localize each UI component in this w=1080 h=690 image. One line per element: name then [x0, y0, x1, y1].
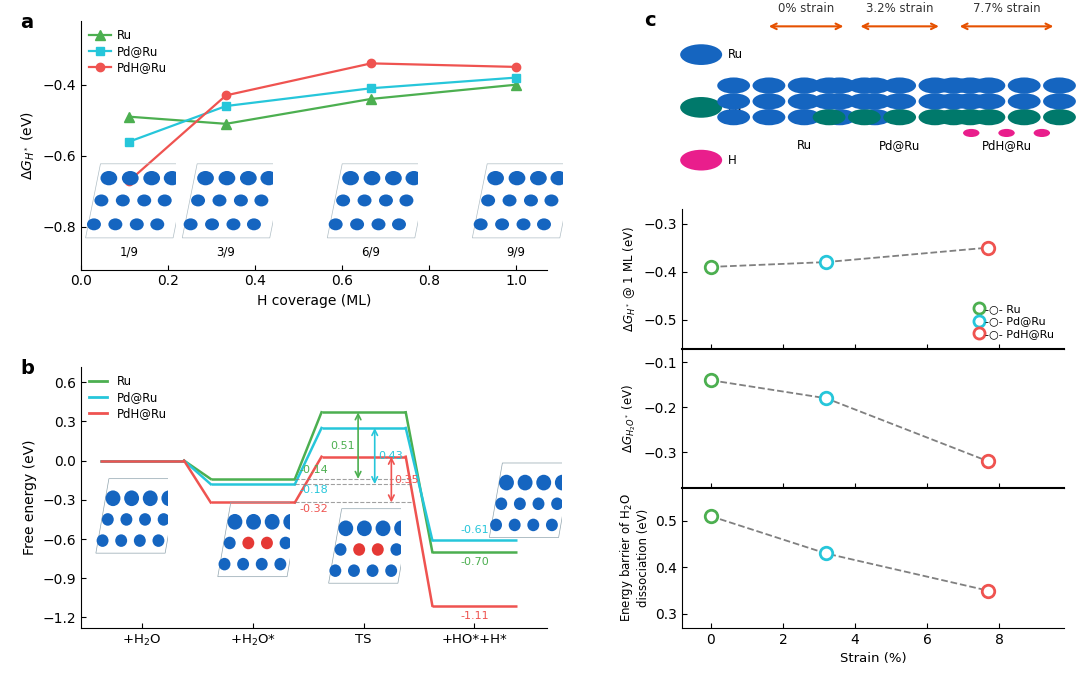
Pd@Ru [123, 137, 136, 146]
Circle shape [859, 93, 891, 110]
Circle shape [918, 93, 951, 110]
Text: -1.11: -1.11 [460, 611, 489, 621]
Y-axis label: $\Delta G_{H^*}$ @ 1 ML (eV): $\Delta G_{H^*}$ @ 1 ML (eV) [622, 226, 638, 332]
Circle shape [963, 129, 980, 137]
Circle shape [753, 109, 785, 126]
Circle shape [972, 93, 1005, 110]
Circle shape [937, 109, 970, 126]
Ru [510, 81, 523, 89]
Circle shape [717, 77, 751, 94]
Circle shape [998, 129, 1015, 137]
Text: c: c [644, 11, 656, 30]
Circle shape [787, 93, 821, 110]
Legend: Ru, Pd@Ru, PdH@Ru: Ru, Pd@Ru, PdH@Ru [86, 27, 168, 76]
Pd@Ru [219, 102, 232, 110]
Text: -0.61: -0.61 [460, 525, 489, 535]
PdH@Ru [510, 63, 523, 71]
Text: Ru: Ru [728, 48, 743, 61]
Circle shape [823, 109, 856, 126]
Text: Ru: Ru [797, 139, 812, 152]
Circle shape [823, 77, 856, 94]
Circle shape [812, 109, 846, 126]
Text: 9/9: 9/9 [507, 246, 526, 259]
Circle shape [918, 77, 951, 94]
Text: a: a [21, 13, 33, 32]
PdH@Ru [123, 177, 136, 185]
Y-axis label: $\Delta G_{H^*}$ (eV): $\Delta G_{H^*}$ (eV) [19, 110, 37, 179]
Circle shape [859, 109, 891, 126]
Line: PdH@Ru: PdH@Ru [125, 59, 521, 185]
Circle shape [753, 77, 785, 94]
Circle shape [753, 93, 785, 110]
Circle shape [937, 77, 970, 94]
Y-axis label: Free energy (eV): Free energy (eV) [23, 440, 37, 555]
Circle shape [787, 109, 821, 126]
Circle shape [954, 93, 987, 110]
Circle shape [1043, 93, 1076, 110]
Circle shape [717, 109, 751, 126]
Text: 0% strain: 0% strain [778, 2, 834, 15]
Legend: -○- Ru, -○- Pd@Ru, -○- PdH@Ru: -○- Ru, -○- Pd@Ru, -○- PdH@Ru [972, 300, 1058, 343]
Text: -0.14: -0.14 [299, 465, 328, 475]
Circle shape [883, 77, 916, 94]
X-axis label: H coverage (ML): H coverage (ML) [257, 294, 370, 308]
Circle shape [848, 109, 881, 126]
Text: H: H [728, 154, 737, 167]
Text: 0.51: 0.51 [330, 441, 354, 451]
Circle shape [859, 77, 891, 94]
Text: 7.7% strain: 7.7% strain [973, 2, 1040, 15]
X-axis label: Strain (%): Strain (%) [839, 652, 906, 665]
Circle shape [717, 93, 751, 110]
Circle shape [812, 77, 846, 94]
Text: PdH@Ru: PdH@Ru [982, 139, 1031, 152]
Circle shape [883, 109, 916, 126]
Circle shape [918, 109, 951, 126]
Text: 3/9: 3/9 [217, 246, 235, 259]
PdH@Ru [365, 59, 378, 68]
Text: 0.43: 0.43 [378, 451, 403, 461]
Legend: Ru, Pd@Ru, PdH@Ru: Ru, Pd@Ru, PdH@Ru [86, 373, 168, 422]
Circle shape [1008, 77, 1041, 94]
Text: -0.32: -0.32 [299, 504, 328, 514]
Line: Ru: Ru [124, 80, 521, 128]
Pd@Ru [365, 84, 378, 92]
Text: 3.2% strain: 3.2% strain [866, 2, 933, 15]
Circle shape [848, 93, 881, 110]
Circle shape [972, 77, 1005, 94]
Ru [219, 119, 232, 128]
Y-axis label: Energy barrier of H$_2$O
dissociation (eV): Energy barrier of H$_2$O dissociation (e… [618, 494, 650, 622]
Circle shape [848, 77, 881, 94]
Ru [365, 95, 378, 103]
Circle shape [680, 150, 723, 170]
Text: Pd@Ru: Pd@Ru [879, 139, 920, 152]
Circle shape [1008, 109, 1041, 126]
Circle shape [823, 93, 856, 110]
Text: 1/9: 1/9 [120, 246, 139, 259]
Ru [123, 112, 136, 121]
Circle shape [954, 109, 987, 126]
Y-axis label: $\Delta G_{H_2O^*}$ (eV): $\Delta G_{H_2O^*}$ (eV) [621, 384, 638, 453]
Circle shape [680, 44, 723, 65]
Circle shape [937, 93, 970, 110]
Circle shape [954, 77, 987, 94]
Line: Pd@Ru: Pd@Ru [125, 73, 521, 146]
Circle shape [1034, 129, 1050, 137]
Circle shape [883, 93, 916, 110]
Text: Pd: Pd [728, 101, 742, 114]
Circle shape [787, 77, 821, 94]
Circle shape [1008, 93, 1041, 110]
PdH@Ru [219, 91, 232, 99]
Text: b: b [21, 359, 35, 377]
Circle shape [1043, 77, 1076, 94]
Circle shape [680, 97, 723, 118]
Text: 0.35: 0.35 [394, 475, 419, 484]
Text: -0.18: -0.18 [299, 486, 328, 495]
Circle shape [1043, 109, 1076, 126]
Circle shape [812, 93, 846, 110]
Text: 6/9: 6/9 [362, 246, 380, 259]
Text: -0.70: -0.70 [460, 558, 489, 567]
Pd@Ru [510, 73, 523, 81]
Circle shape [972, 109, 1005, 126]
